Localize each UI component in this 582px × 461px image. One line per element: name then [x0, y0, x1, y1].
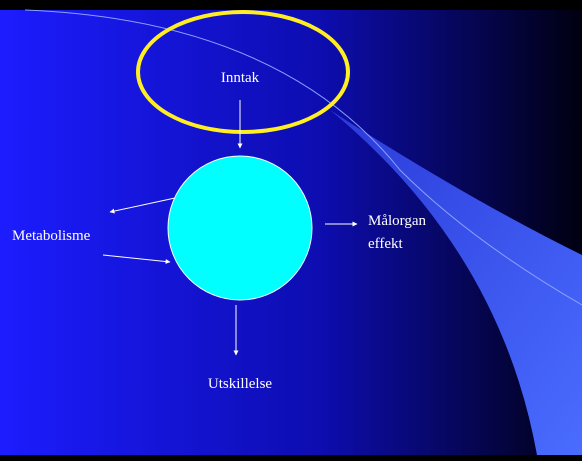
arc-line	[24, 9, 582, 306]
node-label: Utskillelse	[208, 376, 273, 392]
arrow	[102, 254, 171, 265]
arrow	[109, 197, 176, 214]
node-label: effekt	[368, 236, 404, 252]
body-circle	[167, 155, 313, 301]
swoosh	[330, 110, 582, 455]
highlight-ellipse	[136, 10, 350, 134]
node-label: Metabolisme	[12, 228, 91, 244]
node-label: Inntak	[221, 70, 260, 86]
node-label: Målorgan	[368, 213, 427, 229]
